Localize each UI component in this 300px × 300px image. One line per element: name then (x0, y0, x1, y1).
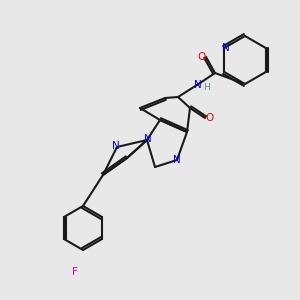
Text: N: N (112, 141, 120, 151)
Text: N: N (144, 134, 152, 144)
Text: N: N (173, 155, 181, 165)
Text: N: N (222, 43, 230, 53)
Text: O: O (198, 52, 206, 62)
Text: N: N (194, 80, 202, 90)
Text: F: F (72, 267, 78, 277)
Text: H: H (202, 82, 209, 91)
Text: O: O (206, 113, 214, 123)
